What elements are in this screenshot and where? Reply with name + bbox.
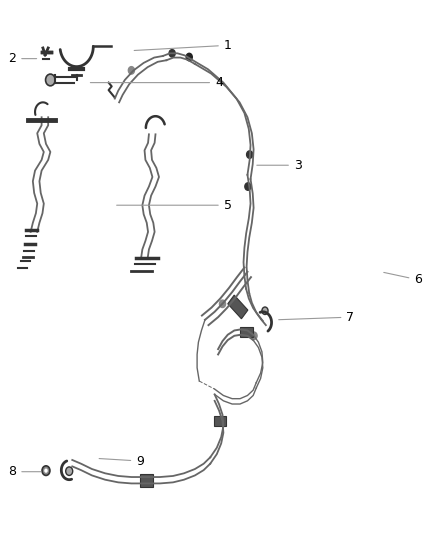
Circle shape bbox=[247, 151, 253, 158]
Text: 1: 1 bbox=[134, 39, 232, 52]
Text: 2: 2 bbox=[8, 52, 37, 65]
Circle shape bbox=[169, 50, 175, 57]
Text: 3: 3 bbox=[257, 159, 302, 172]
Text: 6: 6 bbox=[384, 272, 422, 286]
Circle shape bbox=[245, 183, 251, 190]
Circle shape bbox=[219, 300, 226, 308]
Text: 5: 5 bbox=[117, 199, 232, 212]
Text: 8: 8 bbox=[8, 465, 41, 478]
Bar bbox=[240, 327, 253, 337]
Bar bbox=[214, 416, 226, 426]
Circle shape bbox=[251, 332, 257, 340]
Circle shape bbox=[262, 307, 268, 314]
Circle shape bbox=[44, 469, 48, 473]
Circle shape bbox=[186, 53, 192, 61]
Circle shape bbox=[66, 467, 73, 475]
Bar bbox=[140, 474, 153, 487]
Circle shape bbox=[42, 466, 50, 475]
Bar bbox=[228, 295, 248, 319]
Text: 9: 9 bbox=[99, 455, 144, 467]
Text: 4: 4 bbox=[90, 76, 223, 89]
Text: 7: 7 bbox=[279, 311, 354, 324]
Circle shape bbox=[128, 67, 134, 74]
Circle shape bbox=[46, 74, 55, 86]
